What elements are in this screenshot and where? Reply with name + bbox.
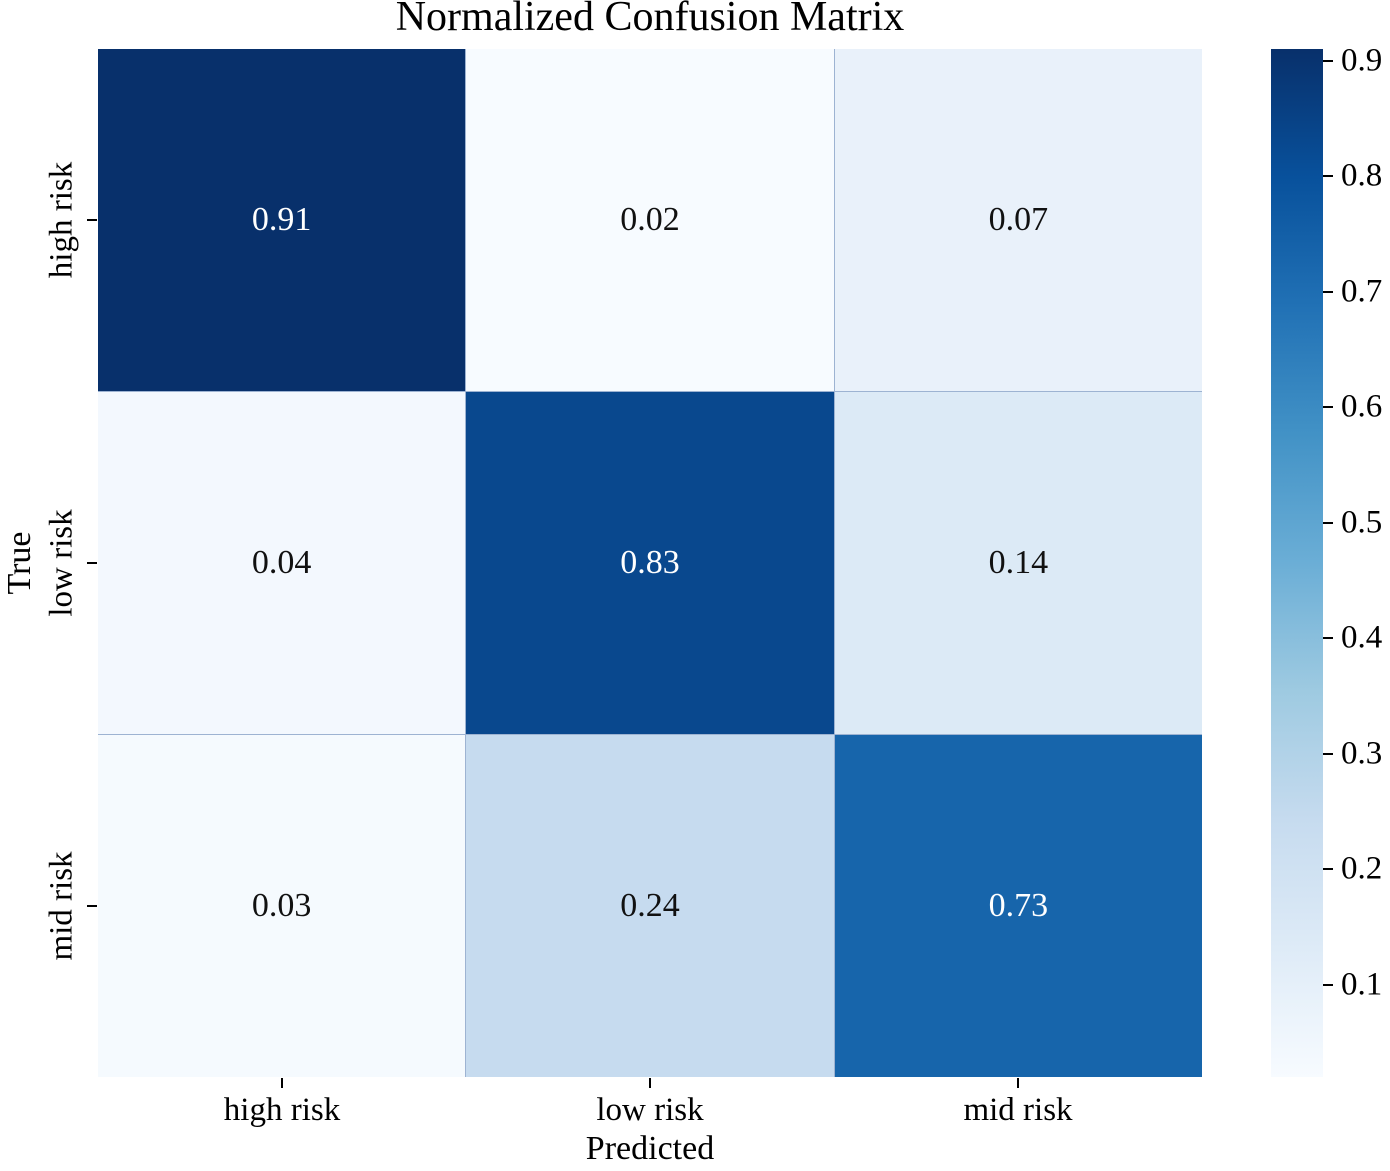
tick-mark	[1323, 175, 1333, 178]
heatmap-cell: 0.03	[98, 735, 466, 1077]
colorbar-tick-label: 0.3	[1341, 735, 1383, 772]
y-tick-label: mid risk	[43, 851, 80, 961]
y-axis-label: True	[1, 531, 38, 595]
tick-mark	[281, 1078, 283, 1088]
colorbar-tick-label: 0.4	[1341, 619, 1383, 656]
colorbar-tick-label: 0.7	[1341, 273, 1383, 310]
tick-mark	[1323, 868, 1333, 871]
cell-value: 0.14	[988, 544, 1049, 581]
cell-value: 0.04	[251, 544, 312, 581]
heatmap-cell: 0.14	[834, 392, 1202, 734]
heatmap-cell: 0.02	[466, 49, 834, 391]
x-tick-label: high risk	[223, 1092, 341, 1128]
cell-value: 0.83	[620, 544, 680, 581]
cell-value: 0.07	[988, 201, 1049, 238]
tick-mark	[87, 219, 97, 222]
heatmap-cell: 0.07	[834, 49, 1202, 391]
heatmap-cell: 0.91	[98, 49, 466, 391]
cell-value: 0.24	[620, 887, 680, 924]
y-tick-label: low risk	[43, 509, 80, 617]
colorbar-tick-label: 0.1	[1341, 966, 1383, 1003]
cell-value: 0.91	[251, 201, 312, 238]
cell-value: 0.73	[988, 887, 1049, 924]
tick-mark	[1323, 752, 1333, 755]
colorbar	[1271, 49, 1323, 1077]
heatmap-cell: 0.83	[466, 392, 834, 734]
tick-mark	[649, 1078, 651, 1088]
tick-mark	[1323, 521, 1333, 524]
tick-mark	[1323, 983, 1333, 986]
chart-title: Normalized Confusion Matrix	[395, 0, 905, 40]
tick-mark	[1323, 290, 1333, 293]
tick-mark	[1323, 406, 1333, 409]
x-tick-label: mid risk	[963, 1092, 1073, 1128]
heatmap-cell: 0.04	[98, 392, 466, 734]
colorbar-tick-label: 0.8	[1341, 157, 1383, 194]
colorbar-tick-label: 0.2	[1341, 850, 1383, 887]
tick-mark	[87, 904, 97, 907]
tick-mark	[1323, 59, 1333, 62]
x-tick-label: low risk	[596, 1092, 704, 1128]
cell-value: 0.03	[251, 887, 312, 924]
tick-mark	[87, 562, 97, 564]
tick-mark	[1017, 1078, 1019, 1088]
heatmap-cell: 0.24	[466, 735, 834, 1077]
x-axis-label: Predicted	[585, 1130, 715, 1167]
colorbar-tick-label: 0.5	[1341, 504, 1383, 541]
cell-value: 0.02	[620, 201, 680, 238]
y-tick-label: high risk	[43, 162, 80, 279]
colorbar-tick-label: 0.6	[1341, 388, 1383, 425]
tick-mark	[1323, 637, 1333, 640]
heatmap-cell: 0.73	[834, 735, 1202, 1077]
heatmap-grid: 0.91 0.02 0.07 0.04 0.83 0.14 0.03 0.24 0.73	[98, 49, 1202, 1077]
colorbar-tick-label: 0.9	[1341, 42, 1383, 79]
